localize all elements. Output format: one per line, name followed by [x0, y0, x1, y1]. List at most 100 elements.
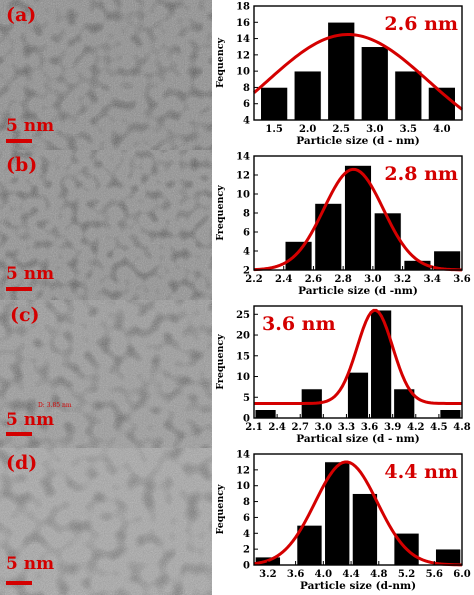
y-axis-label: Fequency: [215, 484, 226, 535]
histogram-a-svg: 1.5 2.0 2.5 3.0 3.5 4.0 4 6 8 10 12 14 16 18 Particle …: [215, 2, 463, 147]
x-tick-label: 1.5: [265, 124, 282, 135]
x-tick-label: 4.5: [430, 422, 447, 433]
mean-size-label: 4.4 nm: [384, 461, 458, 483]
histogram-bar: [296, 525, 323, 566]
scale-bar: [6, 432, 32, 436]
x-tick-label: 2.6: [305, 274, 322, 285]
scale-bar-label: 5 nm: [6, 116, 55, 136]
x-tick-label: 5.2: [398, 569, 415, 580]
x-tick-label: 2.7: [292, 422, 309, 433]
x-tick-label: 3.6: [361, 422, 378, 433]
histogram-bar: [439, 409, 462, 419]
scale-bar: [6, 139, 32, 143]
tem-image-a: (a) 5 nm: [0, 0, 212, 150]
plot-frame: [253, 5, 463, 121]
x-tick-label: 2.2: [245, 274, 262, 285]
histogram-c: 2.1 2.4 2.7 3.0 3.3 3.6 3.9 4.2 4.5 4.8 0 5 10 15 20 25…: [212, 300, 474, 448]
panel-label: (c): [10, 304, 40, 326]
gaussian-fit-curve: [253, 460, 463, 567]
tem-micrograph-a: [0, 0, 212, 150]
tem-image-d: (d) 5 nm: [0, 448, 212, 595]
x-axis-label: Particle size (d-nm): [300, 580, 416, 592]
histogram-d-svg: 3.2 3.6 4.0 4.4 4.8 5.2 5.6 6.0 0 2 4 6 8 10 12 14 Parti…: [215, 450, 471, 593]
y-tick-label: 8: [243, 83, 250, 94]
x-tick-label: 4.0: [433, 124, 450, 135]
gaussian-fit-curve: [253, 167, 463, 272]
x-tick-label: 2.1: [245, 422, 262, 433]
histogram-bar: [370, 309, 392, 419]
y-tick-label: 4: [243, 116, 250, 127]
x-tick-label: 2.0: [299, 124, 316, 135]
x-axis-label: Particle size (d - nm): [296, 135, 419, 147]
tem-image-b: (b) 5 nm: [0, 150, 212, 300]
histogram-b: 2.2 2.4 2.6 2.8 3.0 3.2 3.4 3.6 2 4 6 8 10 12 14 Partic…: [212, 150, 474, 300]
x-tick-label: 4.4: [342, 569, 359, 580]
histogram-c-svg: 2.1 2.4 2.7 3.0 3.3 3.6 3.9 4.2 4.5 4.8 0 5 10 15 20 25…: [215, 305, 471, 445]
x-axis-label: Particle size (d -nm): [298, 285, 418, 297]
mean-size-label: 3.6 nm: [262, 313, 336, 335]
scale-bar-label: 5 nm: [6, 410, 55, 430]
x-tick-label: 4.2: [407, 422, 424, 433]
y-tick-label: 6: [243, 99, 250, 110]
y-tick-label: 15: [236, 351, 250, 362]
tem-image-c: (c) D: 3.85 nm 5 nm: [0, 300, 212, 448]
y-tick-label: 16: [236, 18, 250, 29]
histogram-a: 1.5 2.0 2.5 3.0 3.5 4.0 4 6 8 10 12 14 16 18 Particle …: [212, 0, 474, 150]
panel-b: (b) 5 nm 2.2 2.4 2.6 2.8 3.0 3.2 3.4 3.6 2 4 6 8 10 1…: [0, 150, 474, 300]
histogram-bar: [347, 372, 369, 419]
histogram-b-svg: 2.2 2.4 2.6 2.8 3.0 3.2 3.4 3.6 2 4 6 8 10 12 14 Partic…: [215, 152, 471, 298]
x-tick-label: 3.9: [384, 422, 401, 433]
histogram-bar: [361, 46, 389, 121]
y-tick-label: 0: [243, 414, 250, 425]
x-axis-label: Partical size (d - nm): [296, 433, 420, 445]
y-tick-label: 4: [243, 247, 250, 258]
tem-micrograph-d: [0, 448, 212, 595]
tem-micrograph-b: [0, 150, 212, 300]
y-tick-label: 2: [243, 545, 250, 556]
histogram-bar: [284, 241, 313, 271]
y-tick-label: 12: [236, 465, 250, 476]
scale-bar-label: 5 nm: [6, 554, 55, 574]
histogram-bar: [344, 165, 372, 271]
panel-c: (c) D: 3.85 nm 5 nm 2.1 2.4 2.7 3.0 3.3 3.6 3.…: [0, 300, 474, 448]
y-tick-label: 12: [236, 171, 250, 182]
x-tick-label: 5.6: [426, 569, 443, 580]
scale-bar: [6, 287, 32, 291]
x-tick-label: 3.6: [287, 569, 304, 580]
panel-label: (a): [6, 4, 37, 26]
plot-frame: [253, 453, 463, 566]
y-axis-label: Fequency: [215, 37, 226, 88]
x-tick-label: 3.2: [394, 274, 411, 285]
histogram-bar: [374, 212, 402, 271]
x-tick-label: 3.0: [364, 274, 381, 285]
y-tick-label: 14: [236, 152, 250, 163]
panel-label: (b): [6, 154, 38, 176]
x-tick-label: 4.8: [370, 569, 387, 580]
y-tick-label: 8: [243, 209, 250, 220]
gaussian-fit-curve: [253, 32, 463, 111]
histogram-bar: [260, 87, 288, 121]
plot-frame: [253, 305, 463, 419]
histogram-bar: [352, 493, 378, 566]
y-tick-label: 10: [236, 481, 250, 492]
x-tick-label: 4.8: [453, 422, 470, 433]
x-tick-label: 6.0: [453, 569, 470, 580]
histogram-d: 3.2 3.6 4.0 4.4 4.8 5.2 5.6 6.0 0 2 4 6 8 10 12 14 Parti…: [212, 448, 474, 595]
histogram-bar: [327, 21, 355, 121]
y-tick-label: 6: [243, 513, 250, 524]
y-tick-label: 4: [243, 529, 250, 540]
scale-bar-label: 5 nm: [6, 264, 55, 284]
y-tick-label: 20: [236, 331, 250, 342]
x-tick-label: 2.5: [333, 124, 350, 135]
histogram-bar: [314, 203, 342, 271]
y-tick-label: 6: [243, 228, 250, 239]
x-tick-label: 2.4: [275, 274, 292, 285]
histogram-bar: [394, 70, 423, 121]
x-tick-label: 3.3: [338, 422, 355, 433]
y-tick-label: 0: [243, 561, 250, 572]
gaussian-fit-curve: [254, 308, 462, 405]
y-tick-label: 5: [243, 393, 250, 404]
x-tick-label: 2.8: [334, 274, 351, 285]
scale-bar: [6, 581, 32, 585]
x-tick-label: 3.6: [453, 274, 470, 285]
